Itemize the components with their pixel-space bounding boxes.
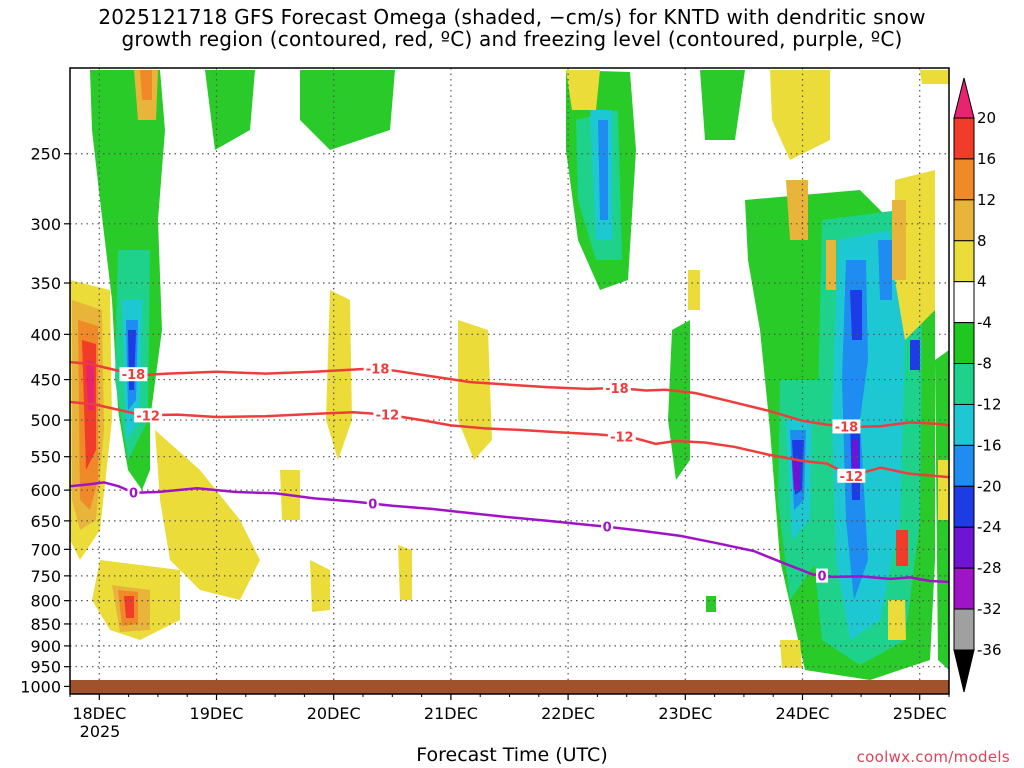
x-tick-label: 23DEC xyxy=(658,704,712,723)
temperature-contours: -18 -18 -18 -18 -12 -12 -12 -12 0 0 0 0 xyxy=(70,360,949,585)
colorbar-swatch xyxy=(953,363,975,405)
x-axis-title: Forecast Time (UTC) xyxy=(416,744,608,766)
contour-label: 0 xyxy=(603,521,612,536)
colorbar-swatch xyxy=(953,281,975,324)
colorbar-label: -4 xyxy=(977,314,992,332)
x-tick-label: 22DEC xyxy=(541,704,595,723)
contour-label: -18 xyxy=(835,420,859,435)
y-tick-label: 450 xyxy=(30,371,61,390)
y-tick-label: 900 xyxy=(30,637,61,656)
x-tick-label: 25DEC xyxy=(893,704,947,723)
contour-label: -18 xyxy=(366,362,390,377)
colorbar-label: -20 xyxy=(977,477,1002,495)
contour-label: 0 xyxy=(818,570,827,585)
contour-label: -12 xyxy=(840,470,864,485)
source-credit: coolwx.com/models xyxy=(856,748,1010,766)
contour-label-bg xyxy=(601,519,614,534)
contour-label: -18 xyxy=(122,368,146,383)
contour-line xyxy=(70,400,949,479)
colorbar-swatch xyxy=(953,444,975,487)
colorbar-swatch xyxy=(953,322,975,365)
y-tick-label: 550 xyxy=(30,448,61,467)
chart-title-line1: 2025121718 GFS Forecast Omega (shaded, −… xyxy=(98,5,926,29)
y-tick-label: 250 xyxy=(30,145,61,164)
contour-label-bg xyxy=(602,381,631,396)
y-tick-label: 1000 xyxy=(20,677,61,696)
chart-title-line2: growth region (contoured, red, ºC) and f… xyxy=(121,27,903,51)
y-tick-label: 650 xyxy=(30,512,61,531)
colorbar-swatch xyxy=(953,485,975,528)
chart-title: 2025121718 GFS Forecast Omega (shaded, −… xyxy=(0,6,1024,50)
contour-label-bg xyxy=(373,407,402,422)
y-tick-label: 350 xyxy=(30,274,61,293)
contour-0: 0 0 0 0 xyxy=(70,481,949,585)
contour-label: -12 xyxy=(376,409,400,424)
contour-label-bg xyxy=(363,361,392,376)
x-tick-label: 18DEC xyxy=(72,704,126,723)
colorbar-label: 8 xyxy=(977,232,987,250)
y-tick-label: 400 xyxy=(30,325,61,344)
contour-label-bg xyxy=(832,419,861,434)
contour-label-bg xyxy=(366,496,379,511)
y-tick-label: 950 xyxy=(30,658,61,677)
x-tick-label: 21DEC xyxy=(424,704,478,723)
colorbar-swatch xyxy=(953,403,975,446)
y-tick-label: 300 xyxy=(30,215,61,234)
contour-label-bg xyxy=(119,367,148,382)
colorbar-swatch xyxy=(953,567,975,610)
colorbar-bottom-arrow xyxy=(953,649,975,693)
contour-label: -12 xyxy=(136,409,160,424)
contour--18: -18 -18 -18 -18 xyxy=(70,360,949,435)
ground-band xyxy=(70,680,949,694)
omega-field-purple xyxy=(792,440,858,490)
colorbar-swatch xyxy=(953,240,975,283)
x-tick-label: 19DEC xyxy=(190,704,244,723)
y-tick-label: 750 xyxy=(30,567,61,586)
x-axis-year-label: 2025 xyxy=(80,722,121,741)
contour-label-bg xyxy=(607,429,636,444)
colorbar-swatch xyxy=(953,199,975,242)
omega-shading xyxy=(70,70,949,680)
contour-label: 0 xyxy=(129,487,138,502)
pressure-axis: 250 300 350 400 450 500 550 600 650 700 750 800 850 9… xyxy=(20,145,70,696)
y-tick-label: 800 xyxy=(30,592,61,611)
colorbar-label: 16 xyxy=(977,150,996,168)
colorbar: 20 16 12 8 4 -4 -8 -12 -16 -20 -24 -28 -32 -36 xyxy=(953,77,1002,693)
colorbar-swatch xyxy=(953,526,975,569)
colorbar-label: 20 xyxy=(977,109,996,127)
contour-label-bg xyxy=(127,485,140,500)
contour-label: -12 xyxy=(610,431,634,446)
colorbar-swatch xyxy=(953,158,975,201)
colorbar-label: 12 xyxy=(977,191,996,209)
contour--12: -12 -12 -12 -12 xyxy=(70,400,949,485)
y-tick-label: 600 xyxy=(30,481,61,500)
contour-label: -18 xyxy=(605,382,629,397)
colorbar-label: -8 xyxy=(977,355,992,373)
y-tick-label: 700 xyxy=(30,540,61,559)
x-tick-label: 20DEC xyxy=(307,704,361,723)
contour-label-bg xyxy=(134,408,163,423)
colorbar-label: -12 xyxy=(977,395,1002,413)
colorbar-top-arrow xyxy=(953,77,975,119)
colorbar-swatch xyxy=(953,608,975,651)
contour-line xyxy=(70,481,949,584)
colorbar-label: -24 xyxy=(977,518,1002,536)
colorbar-label: -16 xyxy=(977,436,1002,454)
colorbar-label: 4 xyxy=(977,273,987,291)
contour-label-bg xyxy=(837,468,866,483)
colorbar-label: -36 xyxy=(977,641,1002,659)
contour-label: 0 xyxy=(368,498,377,513)
contour-label-bg xyxy=(816,568,829,583)
y-tick-label: 500 xyxy=(30,411,61,430)
x-tick-label: 24DEC xyxy=(776,704,830,723)
time-axis: 18DEC 19DEC 20DEC 21DEC 22DEC 23DEC 24DEC 25DEC xyxy=(69,694,950,723)
y-tick-label: 850 xyxy=(30,615,61,634)
colorbar-swatch xyxy=(953,117,975,160)
contour-line xyxy=(70,360,949,429)
colorbar-label: -32 xyxy=(977,600,1002,618)
colorbar-label: -28 xyxy=(977,559,1002,577)
omega-field-magenta xyxy=(86,360,94,410)
